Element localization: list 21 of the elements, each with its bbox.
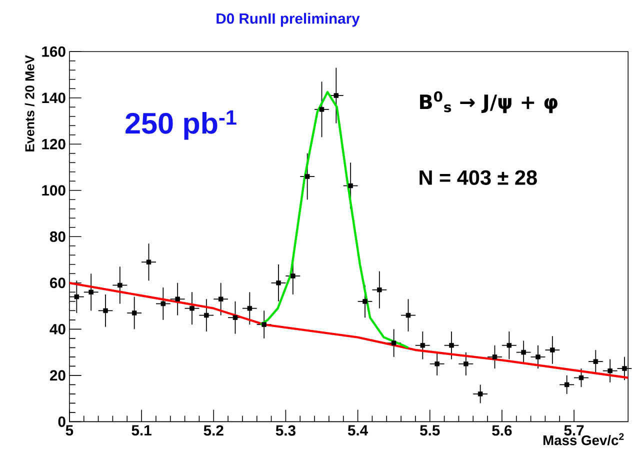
y-tick-label: 60 — [50, 277, 66, 288]
y-axis-title: Events / 20 MeV — [24, 54, 34, 152]
x-tick-label: 5.5 — [420, 424, 440, 436]
annotation: B$^{0}$$_{s}$ → J/ψ + φ — [420, 91, 558, 113]
y-tick-label: 100 — [42, 184, 66, 196]
y-tick-label: 0 — [58, 416, 66, 427]
chart-title: D0 RunII preliminary — [216, 12, 360, 27]
y-tick-label: 120 — [42, 138, 66, 150]
y-tick-label: 40 — [50, 324, 66, 334]
annotation: N = 403 ± 28 — [420, 170, 537, 185]
x-tick-label: 5.4 — [348, 424, 368, 436]
x-tick-label: 5.3 — [276, 424, 296, 436]
y-tick-label: 80 — [50, 231, 66, 242]
x-tick-label: 5.6 — [492, 424, 512, 436]
x-tick-label: 5.2 — [204, 424, 224, 436]
x-tick-label: 5.1 — [132, 424, 152, 436]
y-tick-label: 160 — [42, 46, 66, 57]
y-tick-label: 20 — [50, 370, 66, 380]
x-tick-label: 5 — [66, 424, 74, 436]
annotation: 250 pb$^{-1}$ — [126, 110, 236, 140]
y-tick-label: 140 — [42, 92, 66, 103]
